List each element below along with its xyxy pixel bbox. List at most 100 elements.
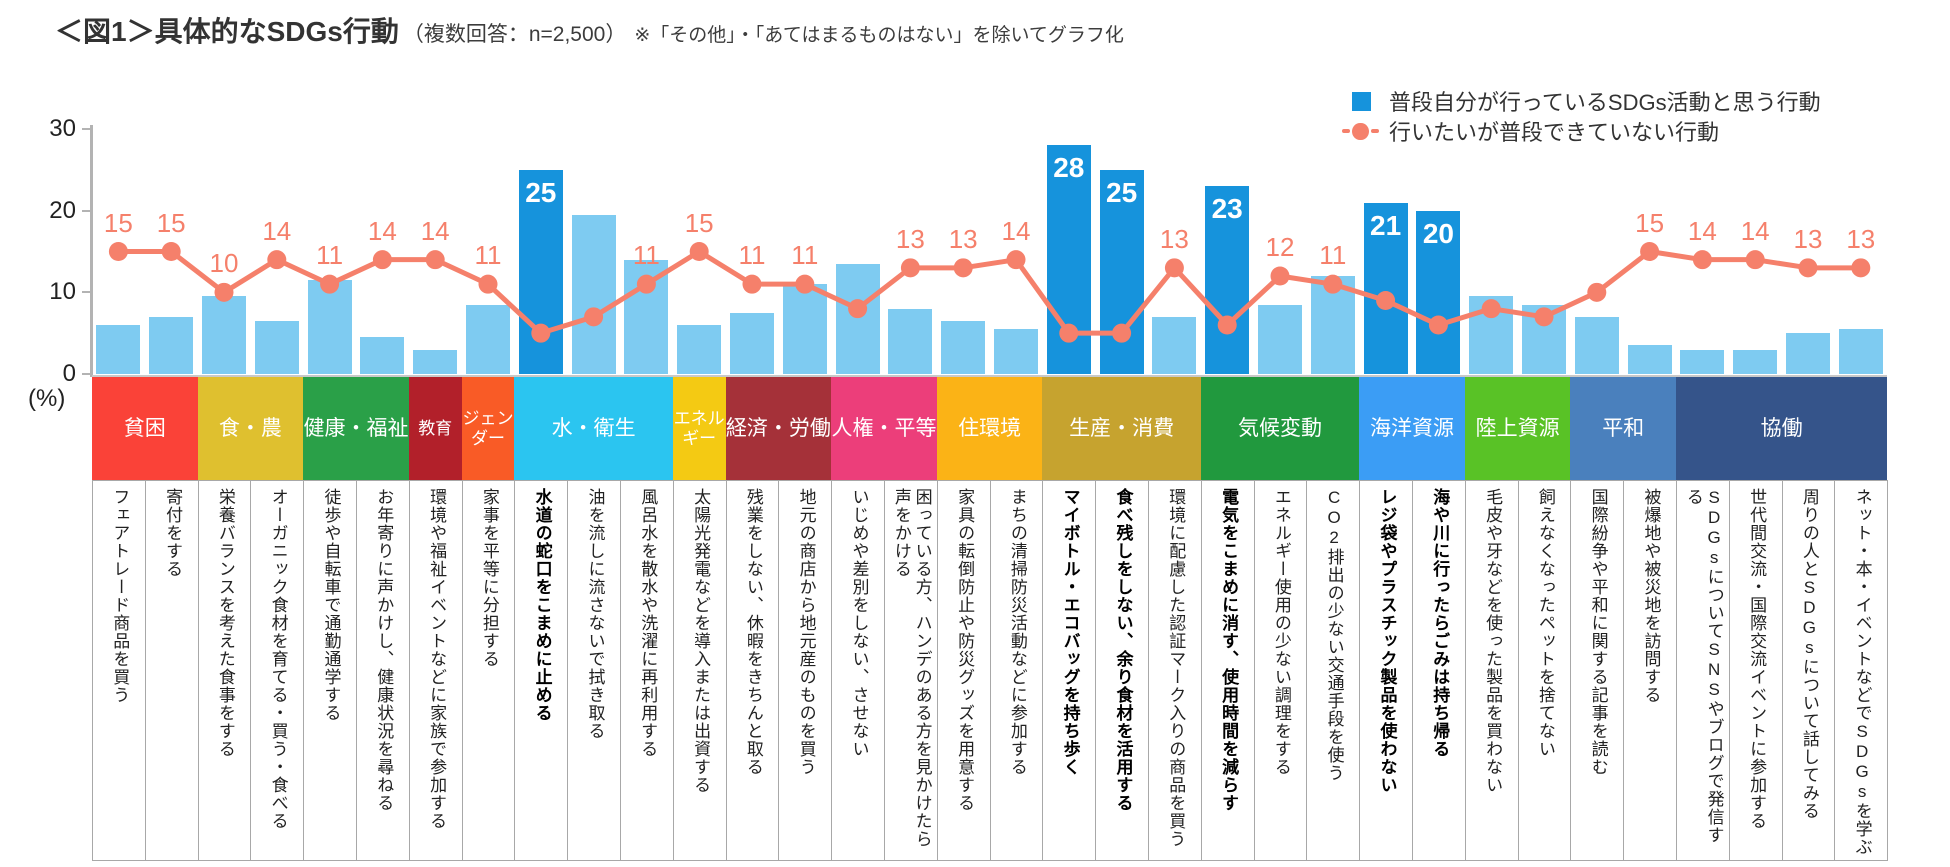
bar <box>1680 349 1725 374</box>
item-label-cell: 徒歩や自転車で通勤通学する <box>303 480 357 861</box>
item-label: 世代間交流・国際交流イベントに参加する <box>1747 488 1767 830</box>
item-label: マイボトル・エコバッグを持ち歩く <box>1060 488 1080 776</box>
bar <box>1258 304 1302 374</box>
bar <box>1205 186 1250 374</box>
item-label: 周りの人とSDGsについて話してみる <box>1799 488 1819 820</box>
item-label-cell: 家具の転倒防止や防災グッズを用意する <box>936 480 991 861</box>
bar <box>1733 349 1778 374</box>
bar <box>307 280 352 374</box>
line-point <box>320 274 340 294</box>
item-label: 風呂水を散水や洗濯に再利用する <box>638 488 658 758</box>
category-band-label: 教育 <box>418 418 453 438</box>
item-label-cell: 環境や福祉イベントなどに家族で参加する <box>408 480 463 861</box>
item-label: 家具の転倒防止や防災グッズを用意する <box>955 488 975 812</box>
line-value-label: 13 <box>948 223 978 254</box>
category-band: 海洋資源 <box>1359 377 1465 480</box>
line-value-label: 14 <box>1740 215 1770 246</box>
page-title-sub: （複数回答：n=2,500） <box>402 23 627 46</box>
line-point <box>1587 282 1607 302</box>
item-label-cell: 残業をしない、休暇をきちんと取る <box>725 480 780 861</box>
page-title-note: ※「その他」・「あてはまるものはない」を除いてグラフ化 <box>634 25 1124 46</box>
item-label-cell: 海や川に行ったらごみは持ち帰る <box>1412 480 1466 861</box>
category-band: エネルギー <box>672 377 726 480</box>
item-label: 太陽光発電などを導入または出資する <box>691 488 711 794</box>
line-point <box>214 282 234 302</box>
item-label-cell: 困っている方、ハンデのある方を見かけたら声をかける <box>884 480 938 861</box>
y-axis-unit-label: (%) <box>28 385 66 412</box>
category-band-label: 水・衛生 <box>551 416 636 440</box>
line-point <box>1112 323 1132 343</box>
item-label-cell: 家事を平等に分担する <box>461 480 516 861</box>
category-band: 協働 <box>1676 377 1888 480</box>
bar <box>1152 316 1197 374</box>
item-label: 国際紛争や平和に関する記事を読む <box>1588 488 1608 776</box>
category-band: 貧困 <box>92 377 198 480</box>
category-band: 気候変動 <box>1200 377 1360 480</box>
item-label: フェアトレード商品を買う <box>110 488 130 704</box>
category-band-label: 住環境 <box>958 416 1022 440</box>
item-label: 飼えなくなったペットを捨てない <box>1535 488 1555 758</box>
item-label: レジ袋やプラスチック製品を使わない <box>1377 488 1397 794</box>
item-label: SDGsについてSNSやブログで発信する <box>1683 488 1724 844</box>
item-label: 環境や福祉イベントなどに家族で参加する <box>427 488 447 830</box>
bar <box>571 214 616 374</box>
item-label: CO2排出の少ない交通手段を使う <box>1324 488 1344 782</box>
category-band: 健康・福祉 <box>303 377 409 480</box>
item-label: 徒歩や自転車で通勤通学する <box>321 488 341 722</box>
item-label: お年寄りに声かけし、健康状況を尋ねる <box>374 488 394 812</box>
category-band-label: 陸上資源 <box>1475 416 1560 440</box>
line-point <box>584 307 604 327</box>
item-label-cell: 国際紛争や平和に関する記事を読む <box>1570 480 1625 861</box>
category-band: 平和 <box>1570 377 1676 480</box>
bar <box>994 329 1038 374</box>
item-label-cell: 世代間交流・国際交流イベントに参加する <box>1728 480 1783 861</box>
item-label: 水道の蛇口をこまめに止める <box>532 488 552 722</box>
bar-value-label: 23 <box>1211 193 1243 225</box>
line-value-label: 14 <box>420 215 450 246</box>
bar <box>360 337 405 374</box>
line-point <box>742 274 762 294</box>
category-band: 水・衛生 <box>514 377 673 480</box>
item-label: 困っている方、ハンデのある方を見かけたら声をかける <box>891 488 932 848</box>
line-value-label: 13 <box>1846 223 1876 254</box>
bar <box>466 304 510 374</box>
line-point <box>1640 242 1660 261</box>
bar <box>888 308 933 374</box>
line-point <box>953 258 973 278</box>
item-label: オーガニック食材を育てる・買う・食べる <box>268 488 288 830</box>
category-band-label: エネルギー <box>673 409 725 448</box>
bar <box>1786 333 1830 374</box>
category-band-label: 気候変動 <box>1237 416 1322 440</box>
item-label: 海や川に行ったらごみは持ち帰る <box>1430 488 1450 758</box>
legend: 普段自分が行っているSDGs活動と思う行動 行いたいが普段できていない行動 <box>1342 86 1821 146</box>
bar <box>413 349 458 374</box>
line-point <box>531 323 551 343</box>
item-label-cell: フェアトレード商品を買う <box>92 480 146 861</box>
line-value-label: 13 <box>895 223 925 254</box>
line-series-marker-icon <box>1342 122 1389 140</box>
line-value-label: 13 <box>1793 223 1823 254</box>
bar <box>941 320 986 374</box>
bar <box>1838 329 1883 374</box>
y-tick <box>82 209 92 212</box>
item-label-cell: SDGsについてSNSやブログで発信する <box>1676 480 1730 861</box>
y-tick-label: 10 <box>49 278 76 306</box>
bar <box>1416 210 1461 374</box>
item-label-cell: 食べ残しをしない、余り食材を活用する <box>1095 480 1149 861</box>
category-band-label: 健康・福祉 <box>303 416 409 440</box>
line-value-label: 11 <box>632 240 660 271</box>
legend-line-label: 行いたいが普段できていない行動 <box>1389 120 1720 145</box>
line-value-label: 15 <box>103 207 133 238</box>
line-point <box>108 242 128 261</box>
line-point <box>1428 315 1448 335</box>
category-band-label: 経済・労働 <box>725 416 831 440</box>
line-point <box>1745 250 1765 270</box>
item-label: 寄付をする <box>163 488 183 578</box>
page-title: ＜図1＞具体的なSDGs行動 <box>55 16 399 47</box>
y-tick <box>82 128 92 130</box>
figure-header: ＜図1＞具体的なSDGs行動 （複数回答：n=2,500） ※「その他」・「あて… <box>55 10 1124 50</box>
item-label: 電気をこまめに消す、使用時間を減らす <box>1219 488 1239 812</box>
legend-bar-row: 普段自分が行っているSDGs活動と思う行動 <box>1352 86 1821 116</box>
